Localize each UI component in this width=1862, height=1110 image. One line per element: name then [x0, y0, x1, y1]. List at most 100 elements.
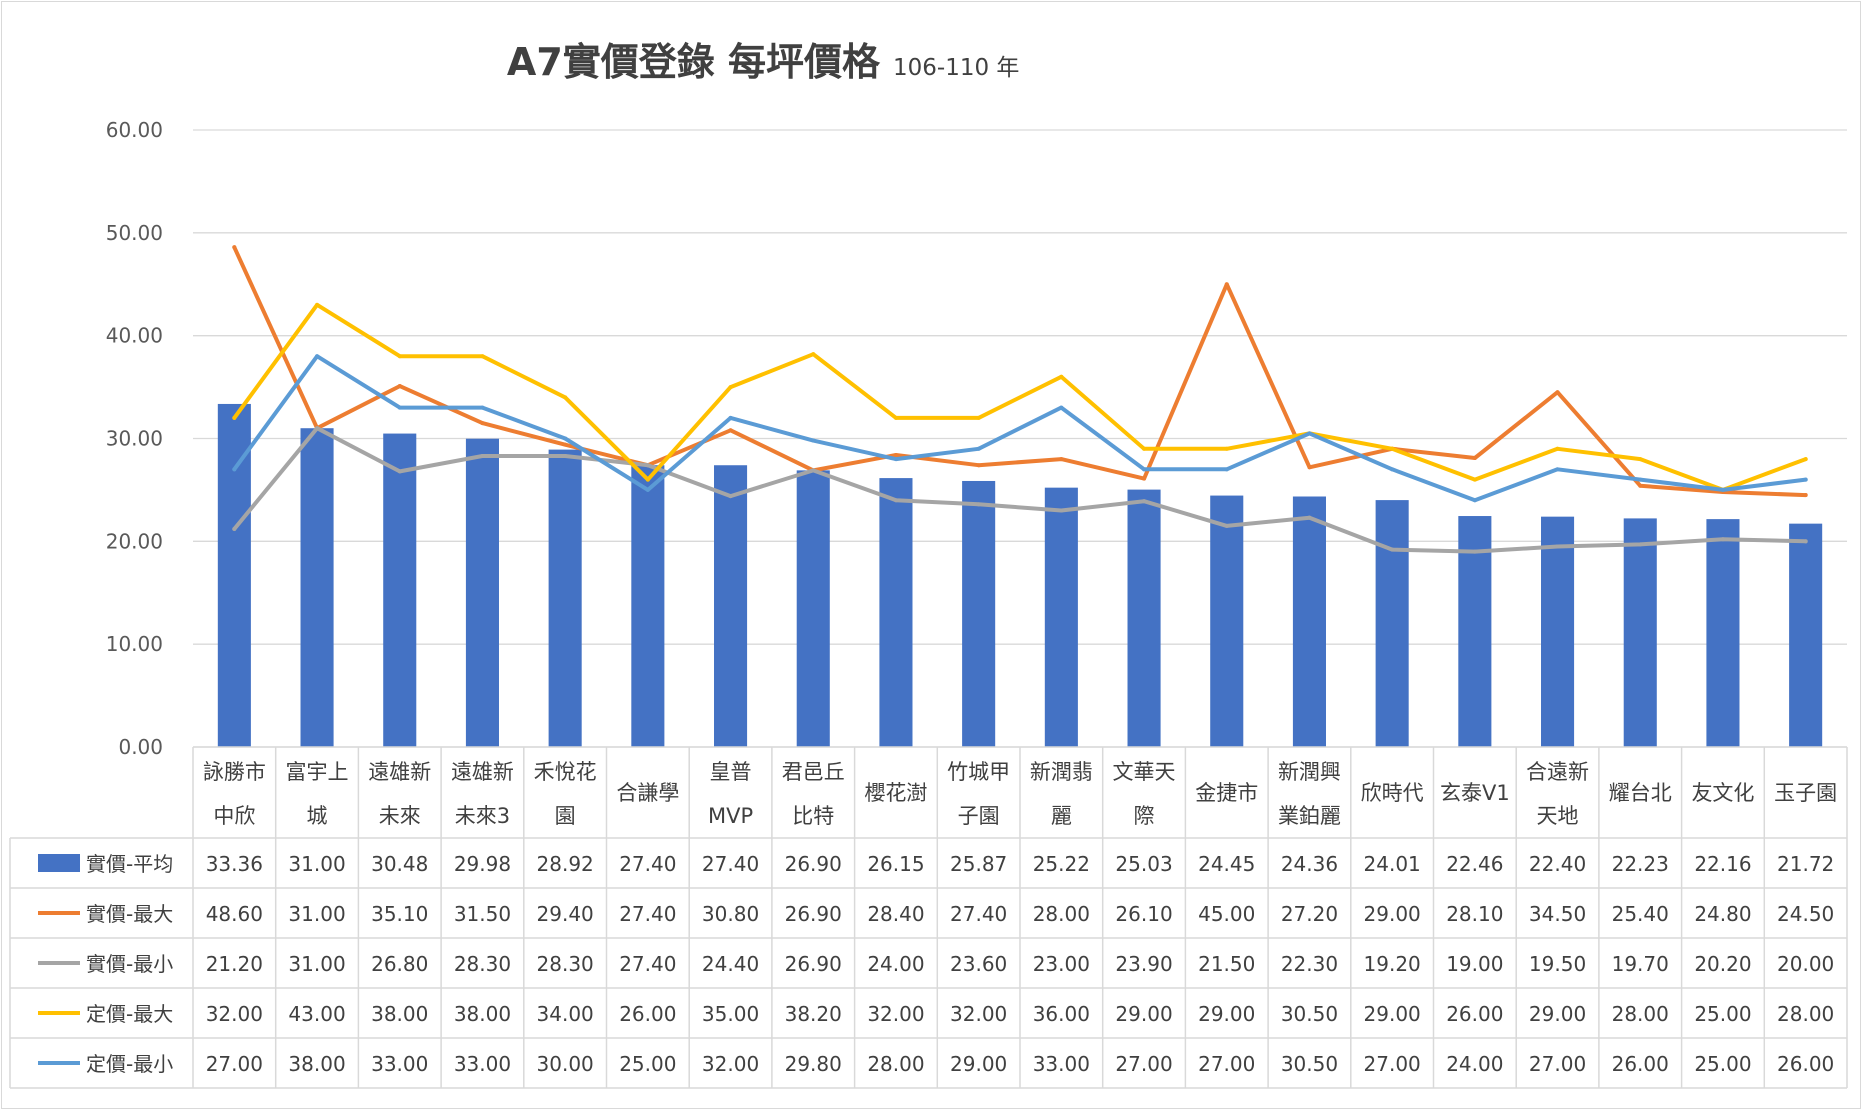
- y-tick-label: 10.00: [106, 632, 163, 656]
- line-point: [1803, 539, 1808, 544]
- table-cell-value: 35.10: [371, 902, 428, 926]
- category-label: 子園: [958, 804, 1000, 828]
- line-point: [563, 395, 568, 400]
- table-cell-value: 45.00: [1198, 902, 1255, 926]
- bar: [1044, 487, 1078, 747]
- line-point: [728, 494, 733, 499]
- series-name: 實價-最小: [86, 952, 173, 976]
- bar: [879, 478, 913, 747]
- table-cell-value: 19.50: [1529, 952, 1586, 976]
- line-point: [315, 302, 320, 307]
- table-cell-value: 25.00: [1694, 1052, 1751, 1076]
- bar: [1375, 500, 1409, 747]
- table-cell-value: 31.50: [454, 902, 511, 926]
- line-point: [1638, 542, 1643, 547]
- table-cell-value: 32.00: [950, 1002, 1007, 1026]
- table-cell-value: 27.40: [619, 902, 676, 926]
- table-cell-value: 26.80: [371, 952, 428, 976]
- table-cell-value: 29.00: [1198, 1002, 1255, 1026]
- table-cell-value: 38.00: [288, 1052, 345, 1076]
- line-point: [1390, 547, 1395, 552]
- table-cell-value: 28.30: [454, 952, 511, 976]
- line-point: [563, 436, 568, 441]
- category-label: 玉子園: [1774, 781, 1837, 805]
- table-cell-value: 26.15: [867, 852, 924, 876]
- y-tick-label: 40.00: [106, 324, 163, 348]
- category-label: 園: [555, 804, 576, 828]
- line-point: [1224, 282, 1229, 287]
- category-label: 麗: [1051, 804, 1072, 828]
- line-point: [480, 453, 485, 458]
- y-tick-label: 60.00: [106, 118, 163, 142]
- table-cell-value: 33.00: [371, 1052, 428, 1076]
- table-cell-value: 26.00: [1446, 1002, 1503, 1026]
- table-cell-value: 21.20: [206, 952, 263, 976]
- table-cell-value: 38.00: [454, 1002, 511, 1026]
- table-cell-value: 26.10: [1115, 902, 1172, 926]
- line-point: [728, 428, 733, 433]
- series-line: [232, 354, 1808, 503]
- table-cell-value: 33.00: [454, 1052, 511, 1076]
- bar: [1458, 516, 1492, 747]
- table-cell-value: 26.00: [619, 1002, 676, 1026]
- table-cell-value: 26.00: [1612, 1052, 1669, 1076]
- bar: [1210, 495, 1244, 747]
- line-point: [893, 498, 898, 503]
- category-label: 文華天: [1113, 760, 1176, 784]
- series-name: 實價-最大: [86, 902, 173, 926]
- category-label: 遠雄新: [368, 760, 431, 784]
- line-point: [1307, 515, 1312, 520]
- table-cell-value: 27.40: [950, 902, 1007, 926]
- line-point: [1555, 467, 1560, 472]
- table-cell-value: 31.00: [288, 952, 345, 976]
- bar: [217, 403, 251, 747]
- line-point: [1059, 374, 1064, 379]
- y-tick-label: 50.00: [106, 221, 163, 245]
- table-cell-value: 28.00: [1033, 902, 1090, 926]
- table-cell-value: 24.50: [1777, 902, 1834, 926]
- category-label: 詠勝市: [203, 760, 266, 784]
- line-point: [1224, 467, 1229, 472]
- category-label: 業鉑麗: [1278, 804, 1341, 828]
- line-point: [1059, 405, 1064, 410]
- table-cell-value: 22.23: [1612, 852, 1669, 876]
- table-cell-value: 31.00: [288, 852, 345, 876]
- table-cell-value: 29.00: [1364, 902, 1421, 926]
- table-cell-value: 27.00: [206, 1052, 263, 1076]
- table-cell-value: 24.36: [1281, 852, 1338, 876]
- line-point: [728, 415, 733, 420]
- table-cell-value: 26.00: [1777, 1052, 1834, 1076]
- line-point: [728, 385, 733, 390]
- table-cell-value: 38.00: [371, 1002, 428, 1026]
- line-point: [397, 405, 402, 410]
- table-cell-value: 34.50: [1529, 902, 1586, 926]
- table-cell-value: 24.01: [1364, 852, 1421, 876]
- table-cell-value: 27.40: [702, 852, 759, 876]
- chart-subtitle: 106-110 年: [893, 55, 1019, 81]
- line-point: [397, 469, 402, 474]
- bar: [1623, 518, 1657, 747]
- table-cell-value: 48.60: [206, 902, 263, 926]
- table-cell-value: 23.90: [1115, 952, 1172, 976]
- table-cell-value: 31.00: [288, 902, 345, 926]
- line-point: [811, 352, 816, 357]
- table-cell-value: 30.48: [371, 852, 428, 876]
- table-cell-value: 25.00: [619, 1052, 676, 1076]
- table-cell-value: 38.20: [785, 1002, 842, 1026]
- line-point: [1390, 467, 1395, 472]
- line-point: [1307, 465, 1312, 470]
- line-point: [976, 446, 981, 451]
- line-point: [893, 457, 898, 462]
- table-cell-value: 24.45: [1198, 852, 1255, 876]
- table-cell-value: 29.00: [1364, 1002, 1421, 1026]
- table-cell-value: 24.40: [702, 952, 759, 976]
- bar: [383, 433, 417, 747]
- table-cell-value: 28.00: [1777, 1002, 1834, 1026]
- table-cell-value: 27.40: [619, 952, 676, 976]
- table-cell-value: 22.16: [1694, 852, 1751, 876]
- bar: [796, 470, 830, 747]
- category-label: 未來: [379, 804, 421, 828]
- y-tick-label: 30.00: [106, 427, 163, 451]
- line-point: [1390, 446, 1395, 451]
- line-point: [480, 354, 485, 359]
